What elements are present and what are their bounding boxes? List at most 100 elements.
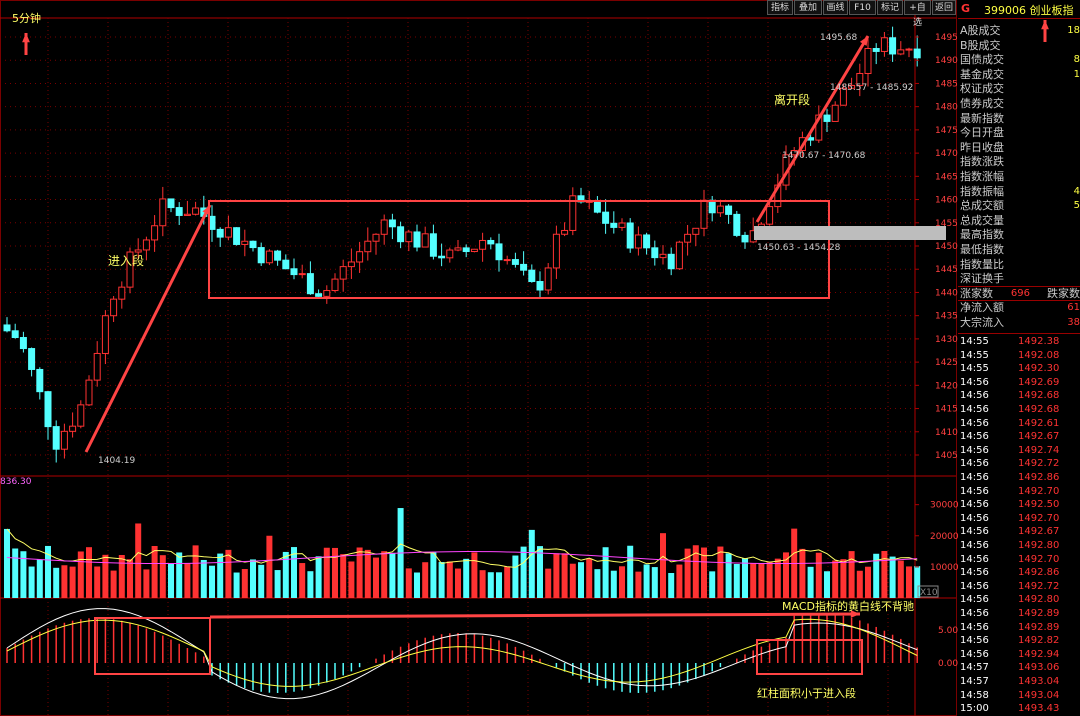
tick-price: 1493.43 (1018, 703, 1060, 715)
tick-time: 14:58 (960, 689, 989, 701)
tick-time: 14:55 (960, 349, 989, 361)
volume-bar (553, 553, 560, 598)
toolbar-button-f10[interactable]: F10 (849, 0, 876, 15)
volume-bar (151, 545, 158, 598)
tick-time: 14:56 (960, 458, 989, 470)
candle-body (479, 239, 487, 250)
macd-histogram (6, 613, 918, 693)
volume-bar (594, 569, 601, 598)
tick-row: 14:56 1492.69 (958, 376, 1080, 390)
candle-body (528, 269, 536, 283)
tick-time: 14:56 (960, 417, 989, 429)
consolidation-box (208, 200, 830, 299)
toolbar-button-indicator[interactable]: 指标 (767, 0, 793, 15)
tick-row: 14:56 1492.86 (958, 566, 1080, 580)
volume-bar (102, 554, 109, 598)
volume-bar (422, 562, 429, 598)
candle-body (766, 206, 774, 225)
volume-bar (848, 551, 855, 598)
toolbar-button-draw-line[interactable]: 画线 (823, 0, 848, 15)
volume-bar (537, 546, 543, 598)
candle-body (889, 37, 897, 55)
candle-body (421, 233, 429, 248)
candle-body (839, 87, 847, 106)
candle-body (339, 266, 347, 280)
info-value: 696 (1010, 287, 1030, 299)
candle-body (815, 114, 823, 141)
volume-bar (45, 545, 51, 598)
info-label: 最高指数 (960, 228, 1004, 242)
price-tick-label: 1440 (935, 288, 958, 298)
candle-body (298, 273, 306, 276)
volume-bar (135, 523, 142, 598)
volume-label: 836.30 (0, 477, 32, 487)
info-label: 指数涨幅 (960, 170, 1004, 183)
candle-body (380, 219, 388, 235)
tick-row: 14:56 1492.94 (958, 648, 1080, 662)
info-value: 1 (1073, 68, 1080, 80)
candle-body (44, 391, 52, 428)
tick-time: 14:56 (960, 526, 989, 538)
candle-body (511, 259, 519, 265)
tick-price: 1493.04 (1018, 676, 1060, 687)
macd-exit-box (756, 639, 863, 675)
macd-tick-label: 5.00 (938, 626, 958, 636)
volume-bar (569, 563, 576, 598)
exit-arrow-head (859, 36, 868, 46)
candle-body (520, 263, 528, 271)
price-tick-label: 1460 (935, 196, 958, 206)
tick-price: 1492.38 (1018, 336, 1060, 347)
volume-bar (865, 566, 871, 598)
candle-body (552, 233, 560, 269)
candle-body (716, 205, 724, 214)
candle-body (282, 259, 290, 270)
candle-body (397, 226, 405, 243)
volume-bar (643, 564, 650, 598)
volume-bar (200, 559, 207, 598)
volume-bar (725, 553, 732, 598)
volume-bar (889, 556, 896, 598)
info-label: 最低指数 (960, 243, 1004, 256)
title-pointer-arrow-head (1041, 20, 1049, 30)
volume-bar (28, 566, 35, 598)
volume-bar (766, 561, 773, 598)
tick-time: 14:56 (960, 580, 989, 592)
toolbar-button-overlay[interactable]: 叠加 (794, 0, 822, 15)
tick-row: 14:55 1492.38 (958, 335, 1080, 349)
tick-price: 1492.72 (1018, 458, 1060, 470)
volume-bar (824, 571, 830, 598)
tick-time: 14:56 (960, 648, 989, 660)
volume-bar (635, 571, 642, 598)
candle-body (438, 255, 446, 259)
candle-body (667, 253, 675, 270)
candle-body (331, 278, 339, 292)
price-tick-label: 1455 (935, 219, 958, 229)
candle-body (872, 48, 880, 52)
fall-count-label: 跌家数 (1047, 286, 1080, 300)
macd-zoom-label: X10 (920, 588, 938, 598)
info-label: A股成交 (960, 24, 1001, 37)
candle-body (233, 227, 241, 245)
volume-bar (561, 553, 568, 598)
info-label: 涨家数 (960, 286, 993, 300)
volume-bar (184, 563, 191, 598)
info-row: 今日开盘 (960, 126, 1080, 140)
tick-price: 1492.67 (1018, 526, 1060, 538)
tick-row: 14:56 1492.72 (958, 457, 1080, 471)
toolbar-button-add-watchlist[interactable]: +自选 (904, 0, 931, 28)
candle-body (725, 205, 733, 215)
candle-body (626, 222, 634, 249)
tick-price: 1492.94 (1018, 648, 1060, 660)
tick-row: 14:56 1492.80 (958, 593, 1080, 607)
candlestick-series (3, 26, 921, 463)
info-label: 深证换手 (960, 272, 1004, 286)
volume-bar (602, 547, 609, 598)
volume-bar (807, 566, 814, 598)
info-label: B股成交 (960, 38, 1001, 52)
volume-bar (373, 557, 379, 598)
divider (958, 285, 1080, 287)
toolbar-button-mark[interactable]: 标记 (877, 0, 903, 15)
candle-body (323, 290, 331, 297)
toolbar-button-back[interactable]: 返回 (932, 0, 956, 15)
